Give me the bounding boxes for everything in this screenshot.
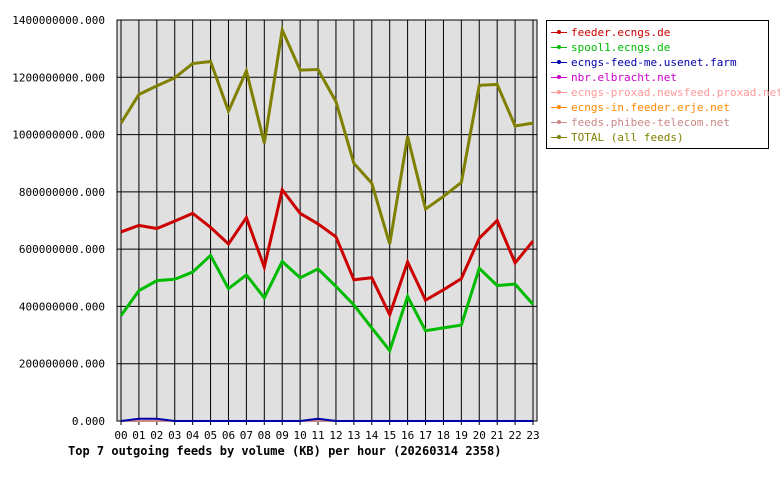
x-tick-label: 15: [383, 429, 396, 442]
legend-label: ecngs-proxad.newsfeed.proxad.net: [571, 86, 780, 99]
legend-swatch-icon: [551, 101, 567, 115]
y-tick-label: 0.000: [72, 415, 105, 428]
series-lines: [119, 24, 535, 422]
chart-title: Top 7 outgoing feeds by volume (KB) per …: [68, 444, 502, 458]
x-tick-label: 14: [365, 429, 379, 442]
legend-swatch-icon: [551, 71, 567, 85]
plot-area: [116, 19, 538, 422]
y-tick-label: 400000000.000: [19, 300, 105, 313]
legend-item: spool1.ecngs.de: [551, 40, 670, 55]
y-tick-label: 1000000000.000: [12, 129, 105, 142]
legend-item: feeder.ecngs.de: [551, 25, 670, 40]
x-tick-label: 22: [508, 429, 521, 442]
legend-item: nbr.elbracht.net: [551, 70, 677, 85]
x-tick-label: 04: [186, 429, 200, 442]
legend-swatch-icon: [551, 131, 567, 145]
legend-item: TOTAL (all feeds): [551, 130, 684, 145]
series-line: [119, 253, 535, 354]
legend-label: feeds.phibee-telecom.net: [571, 116, 730, 129]
x-tick-label: 20: [473, 429, 486, 442]
x-tick-label: 11: [311, 429, 324, 442]
x-tick-label: 01: [132, 429, 145, 442]
x-tick-label: 21: [491, 429, 504, 442]
legend-swatch-icon: [551, 26, 567, 40]
x-axis-tick-labels: 00 01 02 03 04 05 06 07 08 09 10 11 12 13 14 15 16 17 18 19…: [114, 429, 539, 442]
legend-label: ecngs-in.feeder.erje.net: [571, 101, 730, 114]
y-tick-label: 1200000000.000: [12, 71, 105, 84]
x-tick-label: 00: [114, 429, 127, 442]
legend-label: TOTAL (all feeds): [571, 131, 684, 144]
x-tick-label: 02: [150, 429, 163, 442]
x-tick-label: 17: [419, 429, 432, 442]
x-tick-label: 19: [455, 429, 468, 442]
y-tick-label: 800000000.000: [19, 186, 105, 199]
y-tick-label: 200000000.000: [19, 358, 105, 371]
legend-swatch-icon: [551, 86, 567, 100]
series-line: [120, 186, 535, 319]
series-line: [120, 417, 533, 422]
x-tick-label: 10: [294, 429, 307, 442]
legend-label: spool1.ecngs.de: [571, 41, 671, 54]
x-tick-label: 07: [240, 429, 253, 442]
x-tick-label: 18: [437, 429, 450, 442]
x-tick-label: 06: [222, 429, 235, 442]
legend-swatch-icon: [551, 41, 567, 55]
x-tick-label: 09: [276, 429, 289, 442]
legend-item: ecngs-in.feeder.erje.net: [551, 100, 730, 115]
legend: feeder.ecngs.de spool1.ecngs.de ecngs-feed…: [546, 20, 780, 149]
legend-item: feeds.phibee-telecom.net: [551, 115, 730, 130]
x-tick-label: 03: [168, 429, 181, 442]
legend-swatch-icon: [551, 116, 567, 130]
x-tick-label: 05: [204, 429, 217, 442]
legend-label: ecngs-feed-me.usenet.farm: [571, 56, 737, 69]
y-tick-label: 600000000.000: [19, 243, 105, 256]
series-line: [119, 24, 534, 245]
legend-label: nbr.elbracht.net: [571, 71, 677, 84]
legend-item: ecngs-proxad.newsfeed.proxad.net: [551, 85, 780, 100]
x-tick-label: 12: [329, 429, 342, 442]
x-tick-label: 23: [526, 429, 539, 442]
x-tick-label: 08: [258, 429, 271, 442]
x-tick-label: 16: [401, 429, 414, 442]
legend-swatch-icon: [551, 56, 567, 70]
legend-item: ecngs-feed-me.usenet.farm: [551, 55, 737, 70]
y-axis-tick-labels: 0.000 200000000.000 400000000.000 600000000…: [12, 14, 105, 428]
x-tick-label: 13: [347, 429, 360, 442]
legend-label: feeder.ecngs.de: [571, 26, 671, 39]
y-tick-label: 1400000000.000: [12, 14, 105, 27]
